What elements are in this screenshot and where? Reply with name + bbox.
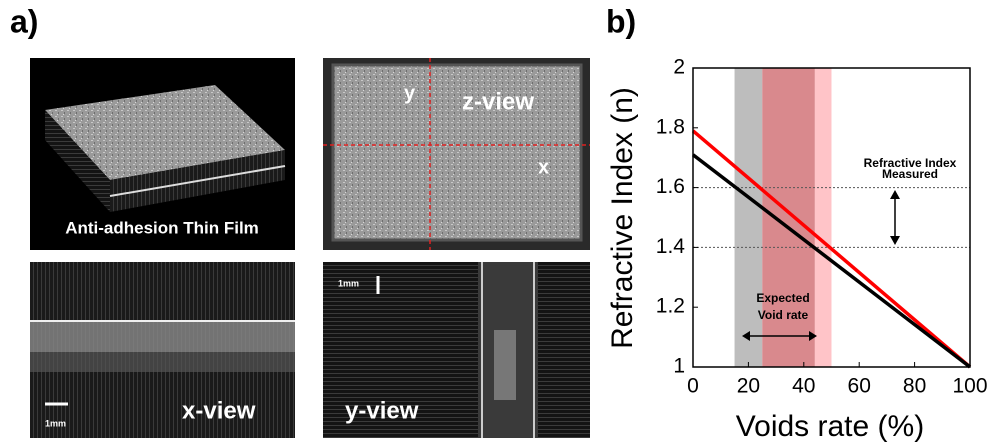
shaded-band — [815, 68, 832, 367]
view-title: y-view — [345, 397, 419, 424]
x-tick-label: 60 — [848, 375, 871, 398]
x-tick-label: 80 — [903, 375, 926, 398]
scale-label: 1mm — [338, 278, 359, 288]
annotation: Void rate — [758, 308, 809, 322]
y-axis-title: Refractive Index (n) — [606, 87, 639, 349]
x-tick-label: 0 — [687, 375, 699, 398]
view-title: z-view — [462, 88, 534, 115]
film-image: Anti-adhesion Thin Film — [30, 58, 295, 250]
annotation: Refractive Index — [864, 156, 957, 170]
x-tick-label: 100 — [952, 375, 987, 398]
page: a) Anti-adhesion Thin Film y z-view x 1m… — [0, 0, 1004, 446]
axis-letter: x — [538, 156, 549, 178]
figure: a) Anti-adhesion Thin Film y z-view x 1m… — [0, 0, 1004, 446]
x-view-image: 1mm x-view — [30, 262, 295, 438]
panel-label: a) — [10, 3, 38, 39]
y-tick-label: 1.4 — [656, 235, 686, 258]
axis-letter: y — [404, 82, 416, 104]
y-tick-label: 1 — [673, 355, 685, 378]
z-view-image: y z-view x — [323, 58, 590, 250]
y-view-image: 1mm y-view — [323, 262, 590, 438]
y-tick-label: 2 — [673, 56, 685, 79]
y-tick-label: 1.8 — [656, 115, 685, 138]
image-caption: Anti-adhesion Thin Film — [65, 218, 259, 237]
y-tick-label: 1.6 — [656, 175, 685, 198]
x-axis-title: Voids rate (%) — [736, 410, 924, 443]
x-tick-label: 20 — [737, 375, 760, 398]
x-tick-label: 40 — [792, 375, 815, 398]
view-title: x-view — [182, 397, 256, 424]
scale-label: 1mm — [45, 418, 66, 428]
panel-label: b) — [606, 3, 636, 39]
y-tick-label: 1.2 — [656, 295, 685, 318]
annotation: Expected — [756, 291, 809, 305]
